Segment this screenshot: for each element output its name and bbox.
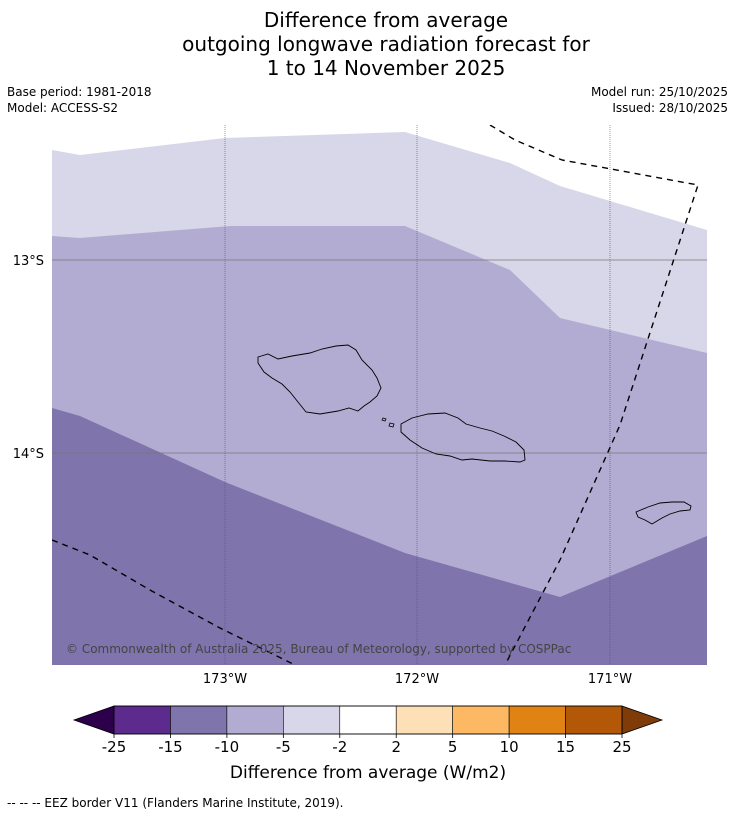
- colorbar-tick-label: 10: [500, 738, 519, 756]
- colorbar-segment: [395, 705, 453, 735]
- colorbar-under-arrow: [72, 705, 115, 735]
- model-run: Model run: 25/10/2025: [590, 85, 728, 99]
- lon-label-171w: 171°W: [588, 672, 632, 687]
- colorbar-tick-label: -25: [102, 738, 127, 756]
- colorbar-segments: [113, 705, 623, 735]
- title-line-1: Difference from average: [263, 8, 509, 32]
- lon-label-172w: 172°W: [395, 672, 439, 687]
- issued-date: Issued: 28/10/2025: [612, 101, 728, 115]
- meta-left: Base period: 1981-2018 Model: ACCESS-S2: [7, 84, 152, 116]
- copyright-text: © Commonwealth of Australia 2025, Bureau…: [66, 642, 571, 656]
- colorbar-tick-label: 2: [391, 738, 401, 756]
- chart-title: Difference from average outgoing longwav…: [0, 8, 736, 80]
- lon-label-173w: 173°W: [203, 672, 247, 687]
- colorbar-tick-label: 5: [448, 738, 458, 756]
- lat-label-13s: 13°S: [13, 254, 44, 269]
- manono-island: [381, 417, 387, 422]
- upolu-island: [400, 412, 526, 463]
- colorbar-tick-label: -15: [158, 738, 183, 756]
- eez-footnote: -- -- -- EEZ border V11 (Flanders Marine…: [7, 796, 344, 810]
- colorbar: -25 -15 -10 -5 -2 2 5 10 15 25 Difference from av…: [72, 705, 664, 783]
- band-minus10-minus15: [52, 408, 707, 665]
- colorbar-segment: [170, 705, 228, 735]
- colorbar-segment: [283, 705, 341, 735]
- map-area: © Commonwealth of Australia 2025, Bureau…: [52, 125, 707, 665]
- colorbar-tick-label: -10: [215, 738, 240, 756]
- colorbar-segment: [339, 705, 397, 735]
- colorbar-tick-label: 25: [612, 738, 631, 756]
- eez-border-south: [52, 539, 296, 665]
- title-line-2: outgoing longwave radiation forecast for: [182, 32, 590, 56]
- colorbar-tick-label: -5: [276, 738, 291, 756]
- colorbar-ticks: -25 -15 -10 -5 -2 2 5 10 15 25: [102, 734, 632, 756]
- colorbar-segment: [113, 705, 171, 735]
- colorbar-label: Difference from average (W/m2): [230, 763, 506, 783]
- colorbar-segment: [508, 705, 566, 735]
- eez-border-north: [489, 125, 699, 665]
- colorbar-segment: [565, 705, 623, 735]
- colorbar-tick-label: 15: [556, 738, 575, 756]
- colorbar-over-arrow: [621, 705, 664, 735]
- base-period: Base period: 1981-2018: [7, 85, 152, 99]
- tutuila-island: [635, 501, 692, 525]
- meta-right: Model run: 25/10/2025 Issued: 28/10/2025: [591, 84, 728, 116]
- model-name: Model: ACCESS-S2: [7, 101, 119, 115]
- title-line-3: 1 to 14 November 2025: [266, 56, 506, 80]
- lat-label-14s: 14°S: [13, 447, 44, 462]
- colorbar-tick-label: -2: [332, 738, 347, 756]
- colorbar-segment: [452, 705, 510, 735]
- savaii-island: [257, 344, 382, 415]
- apolima-island: [388, 422, 395, 428]
- colorbar-segment: [226, 705, 284, 735]
- colorbar-outline: [113, 705, 623, 735]
